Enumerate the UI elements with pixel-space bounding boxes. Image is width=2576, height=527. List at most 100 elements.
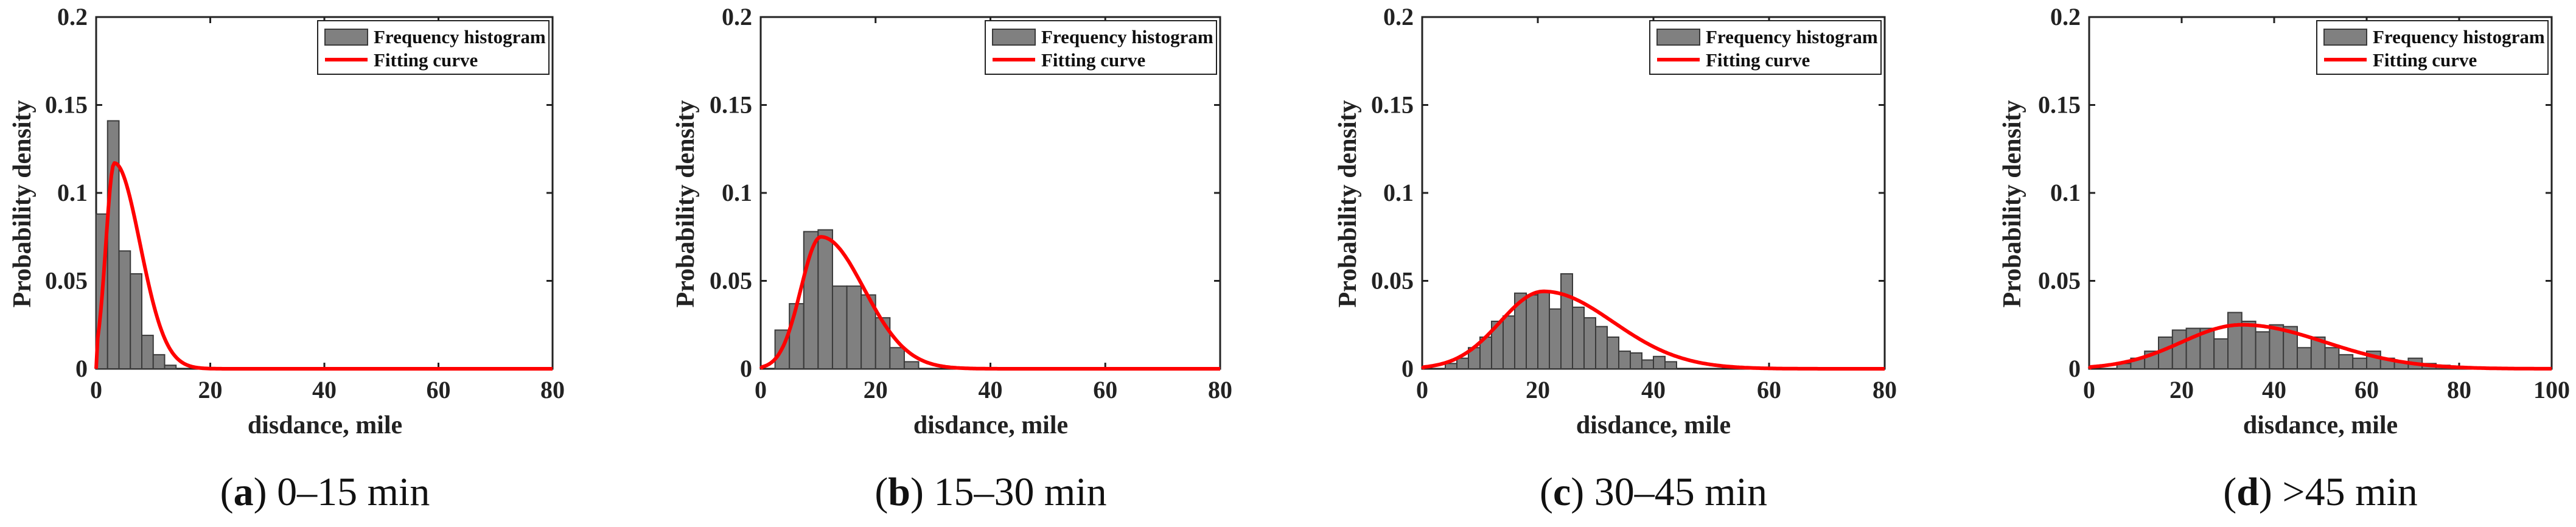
y-tick-label: 0 (740, 355, 752, 382)
y-tick-label: 0.15 (2038, 91, 2081, 119)
legend-histogram-label: Frequency histogram (2373, 26, 2545, 47)
histogram-bar (817, 229, 833, 369)
y-tick-label: 0.15 (1371, 91, 1414, 119)
y-tick-label: 0 (75, 355, 88, 382)
x-tick-label: 40 (1641, 376, 1666, 403)
y-tick-label: 0.1 (57, 179, 88, 206)
fitting-curve (2087, 323, 2552, 371)
y-tick-label: 0.1 (1383, 179, 1414, 206)
y-axis-label: Probability density (1334, 100, 1362, 307)
panel-caption: (b) 15–30 min (874, 470, 1106, 514)
legend-histogram-swatch (2323, 29, 2367, 46)
x-tick-label: 60 (1093, 376, 1117, 403)
fitting-curve (759, 235, 1221, 371)
histogram-bar (1503, 315, 1515, 369)
panel-d: Probability density disdance, mile (d) >… (1998, 3, 2570, 514)
x-tick-label: 60 (1757, 376, 1781, 403)
fitting-curve (1420, 289, 1885, 371)
y-tick-label: 0.15 (710, 91, 752, 119)
histogram-bar (2338, 354, 2354, 370)
y-axis-label: Probability density (672, 100, 700, 307)
legend-curve-label: Fitting curve (2373, 49, 2477, 71)
histogram-bar (141, 335, 154, 370)
y-tick-label: 0.2 (57, 3, 88, 30)
histogram-bar (2213, 338, 2229, 369)
x-tick-label: 80 (1873, 376, 1897, 403)
y-tick-label: 0.05 (1371, 267, 1414, 295)
x-tick-label: 60 (427, 376, 451, 403)
y-tick-label: 0.1 (2050, 179, 2081, 206)
histogram-bar (874, 317, 891, 369)
histogram-bar (1549, 308, 1562, 369)
caption-text: 0–15 min (277, 470, 430, 514)
x-tick-label: 20 (1526, 376, 1550, 403)
histogram-bar (1583, 317, 1596, 369)
y-tick-label: 0.05 (2038, 267, 2081, 295)
histogram-bar (2171, 329, 2187, 369)
panel-b: Probability density disdance, mile (b) 1… (672, 3, 1232, 514)
histogram-bar (2241, 320, 2257, 369)
histogram-bar (1526, 294, 1538, 369)
histogram-bar (130, 273, 142, 369)
y-tick-label: 0 (2068, 355, 2081, 382)
legend-histogram-swatch (1656, 29, 1700, 46)
legend-histogram-label: Frequency histogram (1041, 26, 1213, 47)
caption-text: >45 min (2282, 470, 2417, 514)
histogram-bar (1618, 351, 1631, 369)
y-axis-label: Probability density (1998, 100, 2026, 307)
histogram-bar (1595, 326, 1608, 370)
x-axis-label: disdance, mile (913, 411, 1068, 439)
x-tick-label: 20 (2169, 376, 2194, 403)
x-tick-label: 40 (979, 376, 1003, 403)
x-tick-label: 40 (2262, 376, 2286, 403)
histogram-bar (152, 354, 166, 370)
histogram-bar (2269, 324, 2285, 369)
x-tick-label: 20 (864, 376, 888, 403)
histogram-bar (1537, 290, 1550, 369)
histogram-bar (1445, 363, 1457, 370)
legend-histogram-swatch (324, 29, 368, 46)
y-tick-label: 0 (1401, 355, 1414, 382)
histogram-bar (831, 285, 848, 370)
histogram-bar (2324, 347, 2340, 370)
x-tick-label: 60 (2354, 376, 2379, 403)
x-axis-label: disdance, mile (2243, 411, 2398, 439)
y-tick-label: 0.2 (1383, 3, 1414, 30)
caption-text: 30–45 min (1594, 470, 1767, 514)
caption-letter: b (888, 470, 910, 514)
histogram-bar (1456, 357, 1469, 369)
caption-letter: d (2236, 470, 2259, 514)
x-tick-label: 0 (2083, 376, 2095, 403)
x-tick-label: 80 (540, 376, 565, 403)
panel-caption: (d) >45 min (2223, 470, 2418, 514)
legend-histogram-label: Frequency histogram (374, 26, 546, 47)
legend-histogram-label: Frequency histogram (1706, 26, 1878, 47)
y-tick-label: 0.2 (2050, 3, 2081, 30)
x-tick-label: 100 (2533, 376, 2570, 403)
y-tick-label: 0.2 (722, 3, 752, 30)
histogram-bar (1607, 336, 1619, 369)
histogram-bar (118, 250, 131, 369)
histogram-bar (2227, 312, 2243, 370)
histogram-bar (903, 361, 920, 370)
histogram-bar (106, 120, 120, 369)
caption-letter: a (234, 470, 254, 514)
x-tick-label: 0 (90, 376, 102, 403)
legend-curve-label: Fitting curve (1041, 49, 1145, 71)
histogram-bar (1653, 355, 1666, 370)
y-tick-label: 0.05 (45, 267, 88, 295)
histogram-bar (846, 285, 862, 370)
panel-a: Probability density disdance, mile (a) 0… (9, 3, 565, 514)
caption-letter: c (1553, 470, 1571, 514)
x-axis-label: disdance, mile (1576, 411, 1731, 439)
x-tick-label: 80 (1208, 376, 1232, 403)
panel-caption: (c) 30–45 min (1540, 470, 1767, 514)
histogram-bar (789, 303, 805, 370)
y-tick-label: 0.1 (722, 179, 752, 206)
histogram-bar (2352, 357, 2367, 369)
caption-text: 15–30 min (934, 470, 1107, 514)
histogram-bar (1560, 273, 1573, 369)
x-tick-label: 80 (2447, 376, 2471, 403)
histogram-bar (1572, 306, 1585, 370)
panel-caption: (a) 0–15 min (220, 470, 430, 514)
